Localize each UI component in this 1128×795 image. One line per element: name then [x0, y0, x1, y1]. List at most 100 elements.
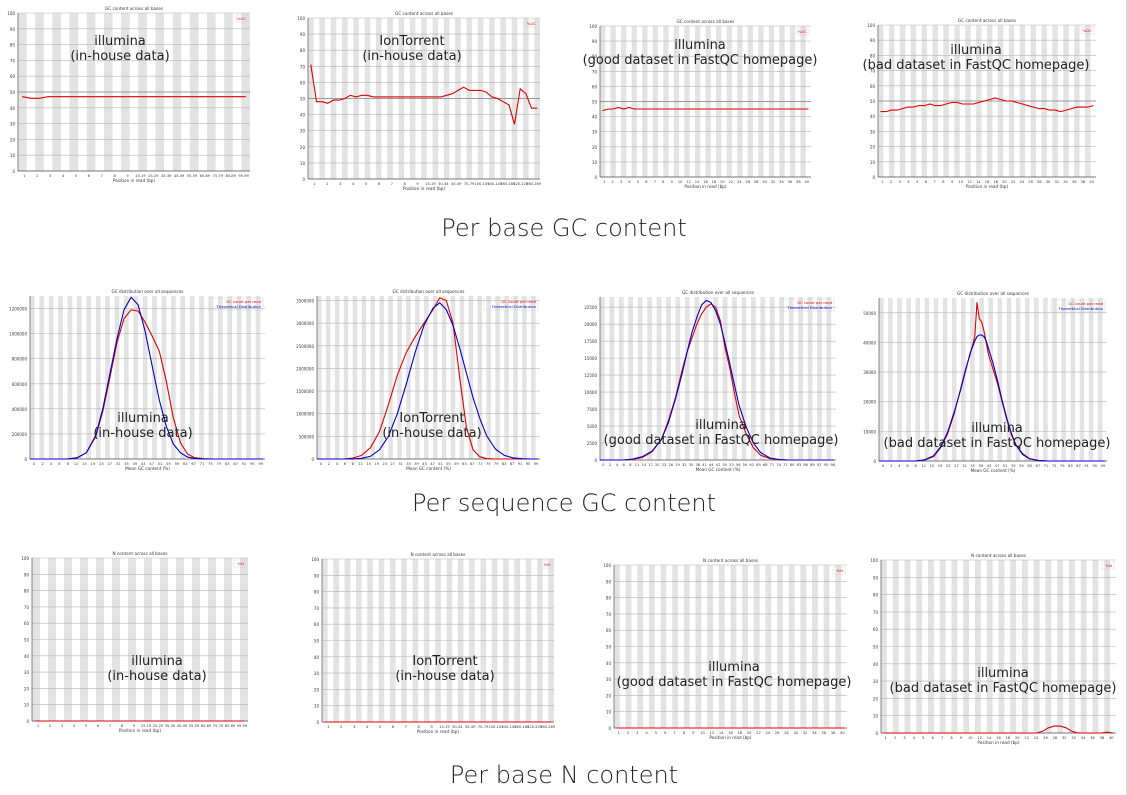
- data-point-red: [738, 727, 740, 729]
- data-point-blue: [969, 352, 971, 354]
- data-point-blue: [997, 380, 998, 382]
- x-tick-label: 86: [803, 463, 808, 467]
- data-point-red: [99, 720, 101, 722]
- chart-stripe: [459, 296, 465, 459]
- chart-stripe: [246, 296, 251, 459]
- x-tick-label: 6: [932, 736, 935, 740]
- data-point-red: [324, 721, 326, 723]
- chart-stripe: [915, 298, 921, 461]
- x-tick-label: 17: [648, 463, 653, 467]
- data-point-red: [531, 107, 532, 109]
- y-tick-label: 40: [10, 106, 16, 111]
- x-tick-label: 91: [518, 462, 523, 466]
- data-point-red: [1036, 732, 1037, 734]
- data-point-red: [406, 96, 408, 98]
- data-point-red: [187, 453, 188, 455]
- data-point-red: [228, 96, 229, 97]
- data-point-red: [505, 721, 507, 723]
- data-point-red: [682, 368, 683, 369]
- data-point-red: [405, 352, 407, 353]
- x-tick-label: 38: [695, 463, 700, 467]
- x-tick-label: 38: [796, 180, 801, 184]
- data-point-red: [704, 727, 705, 729]
- data-point-blue: [39, 458, 40, 460]
- x-tick-label: 14: [719, 731, 724, 735]
- data-point-red: [791, 727, 792, 729]
- x-tick-label: 5: [379, 725, 381, 729]
- data-point-blue: [379, 449, 380, 451]
- chart-stripe: [1034, 298, 1039, 461]
- data-point-red: [843, 727, 845, 729]
- data-point-red: [355, 96, 357, 98]
- x-tick-label: 28: [1037, 180, 1042, 184]
- data-point-red: [51, 720, 53, 722]
- data-point-red: [989, 732, 990, 734]
- x-tick-label: 22: [756, 731, 761, 735]
- data-point-red: [335, 721, 337, 723]
- y-tick-label: 40: [300, 113, 306, 118]
- x-tick-label: 75: [208, 462, 213, 466]
- data-point-red: [163, 720, 165, 722]
- data-point-blue: [203, 458, 205, 460]
- data-point-red: [974, 336, 976, 337]
- x-tick-label: 8: [404, 182, 407, 186]
- chart-stripe: [817, 297, 822, 460]
- x-tick-label: 5: [365, 182, 367, 186]
- data-point-red: [1071, 731, 1073, 732]
- x-tick-label: 9: [951, 180, 954, 184]
- x-tick-label: 18: [738, 731, 743, 735]
- x-axis-label: Position in read (bp): [966, 184, 1008, 189]
- data-point-red: [669, 727, 670, 729]
- x-tick-label: 32: [1054, 180, 1059, 184]
- data-point-red: [466, 721, 467, 723]
- data-point-blue: [734, 385, 735, 386]
- data-point-red: [814, 727, 816, 729]
- x-tick-label: 80: [790, 463, 795, 467]
- data-point-red: [721, 727, 723, 729]
- chart-stripe: [897, 298, 902, 461]
- data-point-red: [696, 323, 698, 325]
- chart-stripe: [1043, 298, 1048, 461]
- x-tick-label: 43: [987, 464, 992, 468]
- y-tick-label: 15000: [584, 356, 597, 361]
- data-point-red: [645, 727, 647, 729]
- data-point-blue: [76, 457, 78, 459]
- x-tick-label: 6: [97, 724, 100, 728]
- x-tick-label: 9: [133, 724, 136, 728]
- x-tick-label: 19: [91, 462, 96, 466]
- y-tick-label: 20: [314, 687, 320, 692]
- data-point-red: [803, 727, 804, 729]
- x-tick-label: 27: [107, 462, 112, 466]
- x-tick-label: 62: [749, 463, 754, 467]
- data-point-red: [820, 727, 822, 729]
- y-tick-label: 0: [873, 459, 876, 464]
- chart-stripe: [951, 298, 957, 461]
- data-point-red: [686, 727, 688, 729]
- y-tick-label: 90: [10, 27, 16, 32]
- x-tick-label: 89: [810, 463, 815, 467]
- data-point-blue: [537, 458, 539, 460]
- data-point-red: [797, 727, 798, 729]
- chart-stripe: [979, 298, 984, 461]
- x-tick-label: 71: [770, 463, 775, 467]
- data-point-red: [960, 732, 961, 734]
- data-point-red: [155, 720, 157, 722]
- data-point-red: [99, 96, 100, 97]
- data-point-blue: [1029, 458, 1030, 460]
- x-tick-label: 20: [747, 731, 752, 735]
- chart-stripe: [933, 298, 939, 461]
- x-tick-label: 45-49: [174, 174, 185, 178]
- chart-stripe: [227, 296, 233, 459]
- y-tick-label: 10: [24, 703, 30, 708]
- data-point-red: [202, 96, 203, 97]
- data-point-red: [1076, 106, 1078, 108]
- x-tick-label: 95-99: [238, 174, 249, 178]
- x-tick-label: 67: [470, 462, 475, 466]
- data-point-red: [415, 721, 416, 723]
- y-tick-label: 10: [592, 160, 598, 165]
- data-point-blue: [29, 458, 31, 460]
- data-point-red: [956, 102, 958, 103]
- x-tick-label: 6: [58, 462, 61, 466]
- data-point-blue: [116, 338, 118, 339]
- chart-stripe: [504, 296, 509, 459]
